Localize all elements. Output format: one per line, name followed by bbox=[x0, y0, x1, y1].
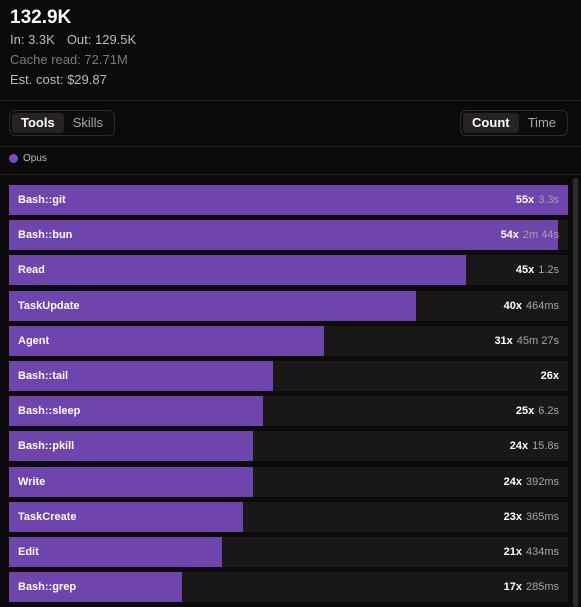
bar-row[interactable]: Agent 31x 45m 27s bbox=[9, 326, 568, 356]
bar bbox=[9, 185, 568, 215]
legend-divider bbox=[0, 174, 581, 175]
bar-row[interactable]: Bash::tail 26x bbox=[9, 361, 568, 391]
time-button[interactable]: Time bbox=[527, 115, 556, 130]
bar-row[interactable]: Bash::pkill 24x 15.8s bbox=[9, 431, 568, 461]
cache-read: Cache read: 72.71M bbox=[10, 52, 128, 67]
bar-count-label: 21x bbox=[503, 546, 522, 558]
bar bbox=[9, 396, 263, 426]
bar-time-label: 392ms bbox=[525, 476, 559, 488]
bar-time-label: 2m 44s bbox=[522, 229, 559, 241]
bar bbox=[9, 502, 243, 532]
bar bbox=[9, 255, 466, 285]
bar-row[interactable]: Read 45x 1.2s bbox=[9, 255, 568, 285]
bar-count-label: 26x bbox=[540, 370, 559, 382]
bar-row[interactable]: TaskCreate 23x 365ms bbox=[9, 502, 568, 532]
bar bbox=[9, 572, 182, 602]
in-out-line: In: 3.3K Out: 129.5K bbox=[10, 30, 571, 50]
bar-count-label: 23x bbox=[503, 511, 522, 523]
bar-label: TaskCreate bbox=[18, 511, 77, 523]
legend-label: Opus bbox=[23, 153, 47, 164]
bar-time-label: 1.2s bbox=[538, 264, 559, 276]
bar-label: Edit bbox=[18, 546, 39, 558]
bar-time-label: 6.2s bbox=[538, 405, 559, 417]
bar bbox=[9, 326, 324, 356]
bar-count-label: 45x bbox=[515, 264, 535, 276]
bar-label: Write bbox=[18, 476, 46, 488]
bar-time-label: 285ms bbox=[525, 581, 559, 593]
bar-count-label: 24x bbox=[509, 440, 529, 452]
metric-toggle: Count Time bbox=[460, 110, 568, 136]
bar-label: Bash::grep bbox=[18, 581, 77, 593]
legend: Opus bbox=[9, 153, 47, 164]
bar-time-label: 15.8s bbox=[532, 440, 559, 452]
bar-value: 21x 434ms bbox=[504, 537, 559, 567]
bar bbox=[9, 537, 222, 567]
bar bbox=[9, 220, 558, 250]
bar-value: 24x 392ms bbox=[504, 467, 559, 497]
input-tokens: In: 3.3K bbox=[10, 32, 55, 47]
bar-value: 31x 45m 27s bbox=[494, 326, 559, 356]
bar-value: 45x 1.2s bbox=[516, 255, 559, 285]
bar-label: Bash::tail bbox=[18, 370, 69, 382]
header-divider bbox=[0, 100, 581, 101]
usage-summary: 132.9K In: 3.3K Out: 129.5K Cache read: 7… bbox=[0, 0, 581, 100]
bar-row[interactable]: Bash::grep 17x 285ms bbox=[9, 572, 568, 602]
bar-value: 55x 3.3s bbox=[516, 185, 559, 215]
bar-label: Bash::git bbox=[18, 194, 66, 206]
bar-count-label: 54x bbox=[500, 229, 519, 241]
bar-label: Bash::sleep bbox=[18, 405, 81, 417]
bar-count-label: 24x bbox=[503, 476, 522, 488]
bar-value: 54x 2m 44s bbox=[501, 220, 559, 250]
bar-row[interactable]: Bash::sleep 25x 6.2s bbox=[9, 396, 568, 426]
legend-dot-icon bbox=[9, 154, 18, 163]
bar-label: Agent bbox=[18, 335, 50, 347]
bar-value: 24x 15.8s bbox=[510, 431, 559, 461]
bar-time-label: 365ms bbox=[525, 511, 559, 523]
scrollbar[interactable] bbox=[572, 178, 579, 607]
tab-tools[interactable]: Tools bbox=[12, 113, 64, 133]
bar-value: 25x 6.2s bbox=[516, 396, 559, 426]
bar-time-label: 464ms bbox=[525, 300, 559, 312]
output-tokens: Out: 129.5K bbox=[66, 32, 137, 47]
bar-count-label: 31x bbox=[494, 335, 513, 347]
bar-count-label: 40x bbox=[503, 300, 522, 312]
bar-row[interactable]: Edit 21x 434ms bbox=[9, 537, 568, 567]
bar-value: 26x bbox=[541, 361, 559, 391]
bar-row[interactable]: TaskUpdate 40x 464ms bbox=[9, 291, 568, 321]
bar-time-label: 45m 27s bbox=[516, 335, 559, 347]
estimated-cost: Est. cost: $29.87 bbox=[10, 72, 107, 87]
bar bbox=[9, 431, 253, 461]
bar-label: TaskUpdate bbox=[18, 300, 80, 312]
bar-value: 40x 464ms bbox=[504, 291, 559, 321]
bar bbox=[9, 361, 273, 391]
bar-value: 17x 285ms bbox=[504, 572, 559, 602]
scrollbar-thumb[interactable] bbox=[573, 178, 578, 607]
bar bbox=[9, 467, 253, 497]
bar-label: Read bbox=[18, 264, 45, 276]
bar-time-label: 3.3s bbox=[538, 194, 559, 206]
total-tokens: 132.9K bbox=[10, 7, 72, 28]
bar-value: 23x 365ms bbox=[504, 502, 559, 532]
bar-row[interactable]: Bash::git 55x 3.3s bbox=[9, 185, 568, 215]
bar bbox=[9, 291, 416, 321]
bar-count-label: 25x bbox=[515, 405, 535, 417]
bar-count-label: 17x bbox=[503, 581, 522, 593]
view-toggle: Tools Skills bbox=[9, 110, 116, 136]
bar-row[interactable]: Bash::bun 54x 2m 44s bbox=[9, 220, 568, 250]
bar-label: Bash::bun bbox=[18, 229, 73, 241]
count-button[interactable]: Count bbox=[463, 113, 519, 133]
bar-time-label: 434ms bbox=[525, 546, 559, 558]
bar-count-label: 55x bbox=[515, 194, 535, 206]
bar-row[interactable]: Write 24x 392ms bbox=[9, 467, 568, 497]
toolbar-divider bbox=[0, 146, 581, 147]
tab-skills[interactable]: Skills bbox=[72, 115, 104, 130]
bar-label: Bash::pkill bbox=[18, 440, 75, 452]
